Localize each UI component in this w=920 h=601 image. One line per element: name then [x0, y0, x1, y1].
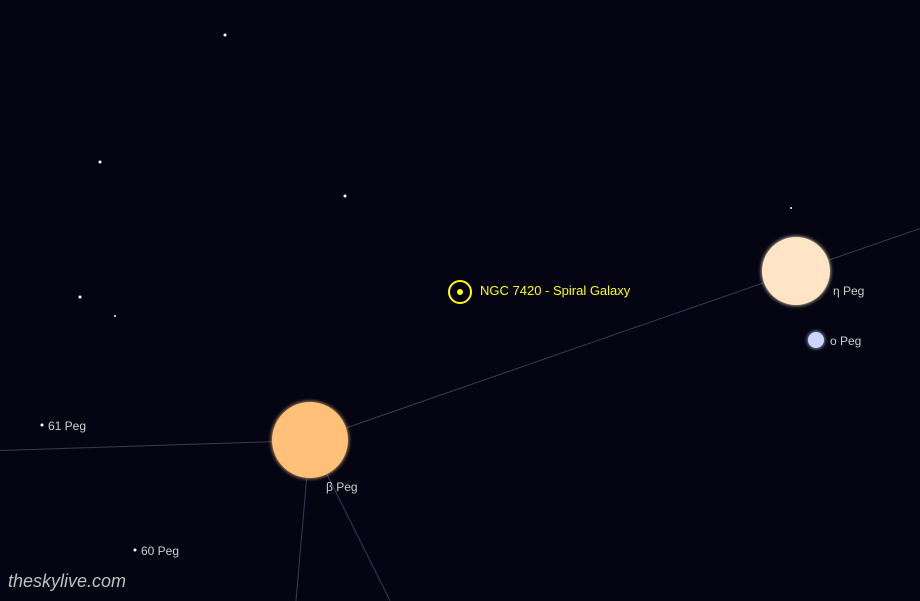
star-eta-peg	[762, 237, 830, 305]
target-label: NGC 7420 - Spiral Galaxy	[480, 283, 630, 298]
background-star	[99, 161, 102, 164]
background-star	[344, 195, 347, 198]
star-label-o-peg: o Peg	[830, 334, 861, 348]
background-star	[114, 315, 116, 317]
star-61-peg	[41, 424, 44, 427]
background-star	[790, 207, 792, 209]
star-label-60-peg: 60 Peg	[141, 544, 179, 558]
constellation-line	[0, 440, 310, 451]
target-dot-icon	[457, 289, 463, 295]
star-label-eta-peg: η Peg	[833, 284, 864, 298]
star-label-beta-peg: β Peg	[326, 480, 358, 494]
star-label-61-peg: 61 Peg	[48, 419, 86, 433]
watermark-text: theskylive.com	[8, 571, 126, 592]
background-star	[79, 296, 82, 299]
background-star	[224, 34, 227, 37]
star-60-peg	[134, 549, 137, 552]
star-o-peg	[808, 332, 824, 348]
star-chart: β Peg η Peg o Peg 61 Peg 60 Peg NGC 7420 - S…	[0, 0, 920, 600]
star-beta-peg	[272, 402, 348, 478]
